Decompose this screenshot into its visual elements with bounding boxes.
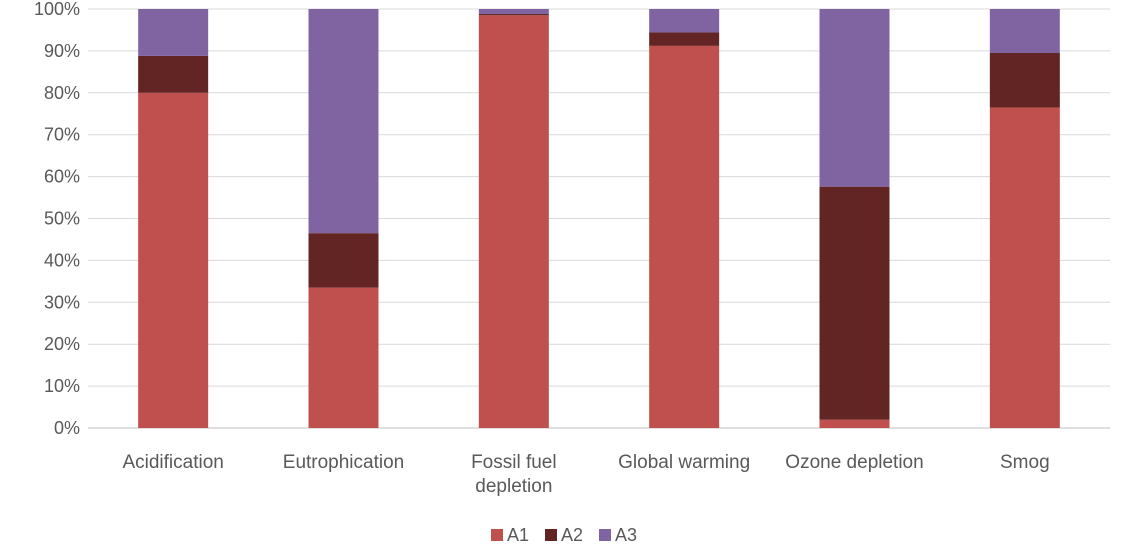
legend-label: A1 [507, 525, 529, 545]
bar-segment-a2 [649, 32, 720, 46]
legend-item-a1: A1 [491, 525, 529, 545]
y-tick-label: 90% [44, 41, 80, 61]
legend-swatch [545, 529, 557, 541]
x-tick-label: Acidification [122, 452, 223, 473]
y-tick-label: 80% [44, 83, 80, 103]
y-tick-label: 50% [44, 209, 80, 229]
bar-segment-a2 [819, 186, 890, 420]
legend-swatch [491, 529, 503, 541]
bar-segment-a1 [989, 107, 1060, 428]
bar-segment-a3 [478, 9, 549, 15]
legend-swatch [599, 529, 611, 541]
bar-segment-a3 [989, 9, 1060, 53]
bar-stack [819, 9, 890, 428]
legend: A1 A2 A3 [491, 525, 637, 545]
bar-segment-a3 [138, 9, 209, 56]
bar-segment-a1 [138, 92, 209, 429]
x-tick-label: Eutrophication [283, 452, 404, 473]
x-axis: Acidification Eutrophication Fossil fuel de… [122, 452, 1049, 497]
legend-label: A3 [615, 525, 637, 545]
bar-segment-a3 [649, 9, 720, 33]
bar-segment-a2 [308, 233, 379, 288]
bar-segment-a3 [819, 9, 890, 187]
gridlines [88, 8, 1110, 429]
y-tick-label: 100% [34, 0, 80, 19]
legend-label: A2 [561, 525, 583, 545]
bar-stack [138, 9, 209, 429]
bar-stack [308, 9, 379, 428]
bar-segment-a2 [989, 52, 1060, 108]
bar-segment-a1 [649, 45, 720, 428]
bar-stack [478, 9, 549, 428]
y-tick-label: 0% [54, 418, 80, 438]
y-tick-label: 70% [44, 125, 80, 145]
bar-segment-a2 [138, 55, 209, 93]
legend-item-a2: A2 [545, 525, 583, 545]
bar-segment-a1 [308, 287, 379, 428]
y-tick-label: 40% [44, 250, 80, 270]
x-tick-label: Smog [1000, 452, 1050, 473]
y-axis: 0% 10% 20% 30% 40% 50% 60% 70% 80% 90% 100% [34, 0, 80, 438]
bar-segment-a1 [478, 15, 549, 428]
x-tick-label: Ozone depletion [785, 452, 923, 473]
bar-stack [649, 9, 720, 428]
bar-segment-a2 [478, 14, 549, 16]
y-tick-label: 60% [44, 167, 80, 187]
y-tick-label: 10% [44, 376, 80, 396]
bars [138, 9, 1060, 429]
y-tick-label: 20% [44, 334, 80, 354]
x-tick-label: Fossil fuel depletion [471, 452, 557, 497]
x-tick-label: Global warming [618, 452, 750, 473]
bar-segment-a3 [308, 9, 379, 234]
bar-segment-a1 [819, 419, 890, 428]
legend-item-a3: A3 [599, 525, 637, 545]
bar-stack [989, 9, 1060, 428]
y-tick-label: 30% [44, 292, 80, 312]
